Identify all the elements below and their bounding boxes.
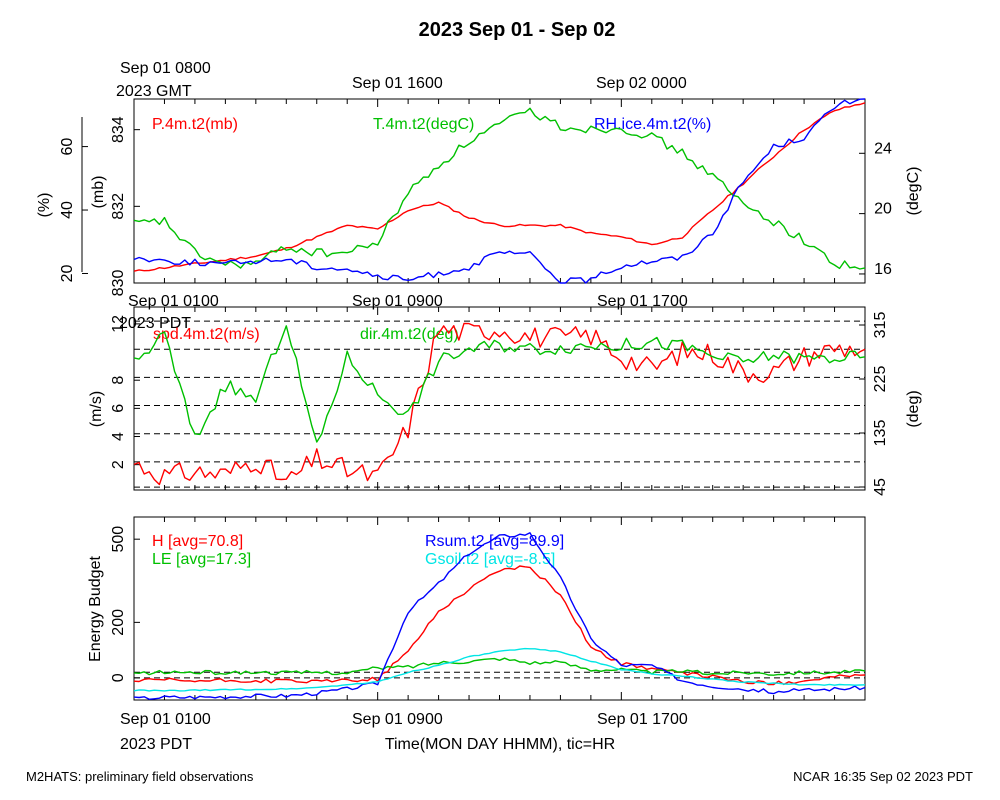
mb-axis-tick-label: 834 (110, 116, 127, 143)
chart-title: 2023 Sep 01 - Sep 02 (419, 19, 616, 41)
legend-latent-heat: LE [avg=17.3] (152, 551, 251, 568)
legend-gsoil: Gsoil.t2 [avg=-8.5] (425, 551, 555, 568)
gmt-label-second: Sep 01 1600 (352, 75, 443, 92)
x-axis-label: Time(MON DAY HHMM), tic=HR (385, 736, 615, 753)
deg-axis-tick-label: 135 (872, 420, 889, 447)
legend-sensible-heat: H [avg=70.8] (152, 533, 243, 550)
percent-axis-tick-label: 40 (59, 201, 76, 219)
deg-axis-tick-label: 315 (872, 312, 889, 339)
ms-axis-tick-label: 12 (110, 315, 127, 333)
degc-axis-tick-label: 20 (874, 201, 892, 218)
percent-axis-label: (%) (36, 193, 53, 218)
series-line-bottom-1 (133, 657, 866, 676)
chart-marks: 2040608308328341620242468124513522531502… (59, 98, 892, 700)
energy-axis-tick-label: 0 (110, 673, 127, 682)
mb-axis-label: (mb) (90, 176, 107, 209)
ms-axis-tick-label: 2 (110, 460, 127, 469)
gmt-label-third: Sep 02 0000 (596, 75, 687, 92)
mb-axis-tick-label: 832 (110, 193, 127, 220)
legend-pressure: P.4m.t2(mb) (152, 116, 238, 133)
series-line-middle-1 (133, 325, 866, 443)
pdt-label-third: Sep 01 1700 (597, 293, 688, 310)
degc-axis-tick-label: 24 (874, 140, 892, 157)
energy-axis-tick-label: 500 (110, 526, 127, 553)
top-panel-frame (133, 98, 866, 284)
ms-axis-tick-label: 4 (110, 432, 127, 441)
energy-axis-label: Energy Budget (87, 556, 104, 662)
pdt-label-first-line1: Sep 01 0100 (128, 293, 219, 310)
ms-axis-tick-label: 6 (110, 404, 127, 413)
percent-axis-tick-label: 20 (59, 264, 76, 282)
deg-axis-tick-label: 45 (872, 478, 889, 496)
gmt-label-first-line1: Sep 01 0800 (120, 60, 211, 77)
degc-axis-label: (degC) (905, 167, 922, 216)
legend-rh-ice: RH.ice.4m.t2(%) (594, 116, 711, 133)
pdt-label-second: Sep 01 0900 (352, 293, 443, 310)
footer-left: M2HATS: preliminary field observations (26, 769, 254, 784)
bottom-pdt-second: Sep 01 0900 (352, 711, 443, 728)
series-line-bottom-3 (133, 647, 866, 692)
legend-direction: dir.4m.t2(deg) (360, 326, 459, 343)
legend-temperature: T.4m.t2(degC) (373, 116, 474, 133)
bottom-pdt-first-line1: Sep 01 0100 (120, 711, 211, 728)
degc-axis-tick-label: 16 (874, 261, 892, 278)
legend-speed: spd.4m.t2(m/s) (153, 326, 260, 343)
energy-axis-tick-label: 200 (110, 609, 127, 636)
pdt-label-first-line2: 2023 PDT (119, 315, 191, 332)
series-line-bottom-0 (133, 565, 866, 686)
footer-right: NCAR 16:35 Sep 02 2023 PDT (793, 769, 973, 784)
series-line-top-0 (133, 102, 866, 272)
deg-axis-tick-label: 225 (872, 366, 889, 393)
mb-axis-tick-label: 830 (110, 270, 127, 297)
percent-axis-tick-label: 60 (59, 138, 76, 156)
series-line-bottom-2 (133, 532, 866, 700)
ms-axis-tick-label: 8 (110, 376, 127, 385)
series-line-top-1 (133, 107, 866, 270)
legend-rsum: Rsum.t2 [avg=89.9] (425, 533, 564, 550)
gmt-label-first-line2: 2023 GMT (116, 83, 192, 100)
bottom-pdt-third: Sep 01 1700 (597, 711, 688, 728)
deg-axis-label: (deg) (905, 390, 922, 427)
ms-axis-label: (m/s) (88, 391, 105, 427)
series-line-top-2 (133, 98, 866, 284)
bottom-pdt-first-line2: 2023 PDT (120, 736, 192, 753)
series-line-middle-0 (133, 322, 866, 486)
